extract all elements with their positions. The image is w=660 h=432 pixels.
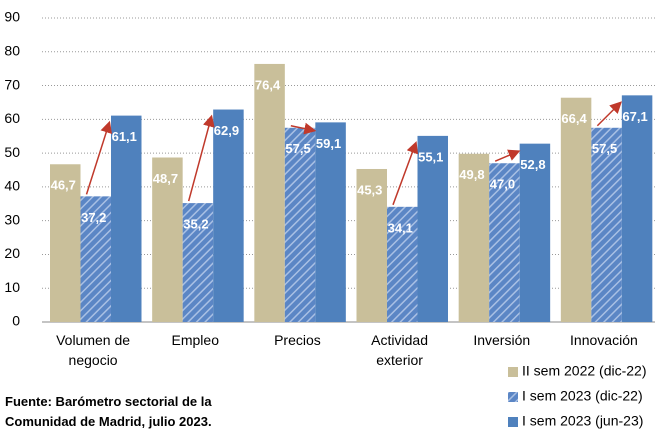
value-label: 48,7 xyxy=(153,171,178,186)
y-tick-label: 80 xyxy=(4,42,20,58)
bar xyxy=(591,127,622,323)
y-tick-label: 20 xyxy=(4,245,20,261)
legend-label: II sem 2022 (dic-22) xyxy=(522,363,647,379)
y-tick-label: 50 xyxy=(4,144,20,160)
y-tick-label: 10 xyxy=(4,279,20,295)
y-tick-label: 40 xyxy=(4,178,20,194)
trend-arrow xyxy=(187,114,215,202)
bar xyxy=(213,109,244,322)
bar xyxy=(50,164,81,322)
trend-arrow xyxy=(392,141,419,206)
x-tick-label: Inversión xyxy=(473,332,531,348)
y-tick-label: 90 xyxy=(4,9,20,25)
bar xyxy=(621,95,653,323)
value-label: 61,1 xyxy=(112,129,137,144)
value-label: 52,8 xyxy=(520,157,545,172)
value-label: 57,5 xyxy=(592,141,617,156)
trend-arrow xyxy=(494,149,521,162)
y-tick-label: 60 xyxy=(4,110,20,126)
x-tick-label: Actividad exterior xyxy=(371,332,428,368)
bar xyxy=(80,196,111,322)
legend-swatch xyxy=(508,417,518,427)
value-label: 62,9 xyxy=(214,123,239,138)
bar xyxy=(387,206,418,322)
bar xyxy=(458,153,490,322)
legend-swatch xyxy=(508,367,518,377)
bar xyxy=(560,97,592,323)
bar xyxy=(356,168,387,322)
bar xyxy=(284,127,316,323)
value-label: 35,2 xyxy=(183,217,208,232)
source-note: Fuente: Barómetro sectorial de la Comuni… xyxy=(5,394,212,429)
x-tick-label: Empleo xyxy=(171,332,219,348)
value-label: 47,0 xyxy=(490,177,515,192)
trend-arrow xyxy=(290,122,317,135)
x-tick-label: Precios xyxy=(274,332,321,348)
legend-label: I sem 2023 (jun-23) xyxy=(522,413,643,429)
legend-label: I sem 2023 (dic-22) xyxy=(522,388,643,404)
bar xyxy=(489,163,520,322)
value-label: 59,1 xyxy=(316,136,341,151)
value-label: 57,5 xyxy=(285,141,310,156)
trend-arrow xyxy=(596,101,622,127)
bar xyxy=(519,143,551,322)
value-label: 45,3 xyxy=(357,182,382,197)
x-tick-label: Volumen de negocio xyxy=(56,332,131,368)
value-label: 49,8 xyxy=(459,167,484,182)
value-label: 46,7 xyxy=(51,178,76,193)
x-tick-label: Innovación xyxy=(570,332,638,348)
trend-arrow xyxy=(85,120,112,195)
bar xyxy=(417,135,448,322)
bar xyxy=(254,63,285,323)
value-label: 55,1 xyxy=(418,149,443,164)
y-tick-label: 0 xyxy=(12,313,20,329)
value-label: 67,1 xyxy=(622,109,647,124)
bar xyxy=(182,203,214,322)
bar xyxy=(315,122,346,322)
bar xyxy=(111,115,142,323)
y-tick-label: 70 xyxy=(4,76,20,92)
y-tick-label: 30 xyxy=(4,211,20,227)
value-label: 76,4 xyxy=(255,77,281,92)
bar xyxy=(152,157,183,322)
legend-swatch xyxy=(508,392,518,402)
value-label: 37,2 xyxy=(81,210,106,225)
value-label: 34,1 xyxy=(388,220,413,235)
value-label: 66,4 xyxy=(561,111,587,126)
